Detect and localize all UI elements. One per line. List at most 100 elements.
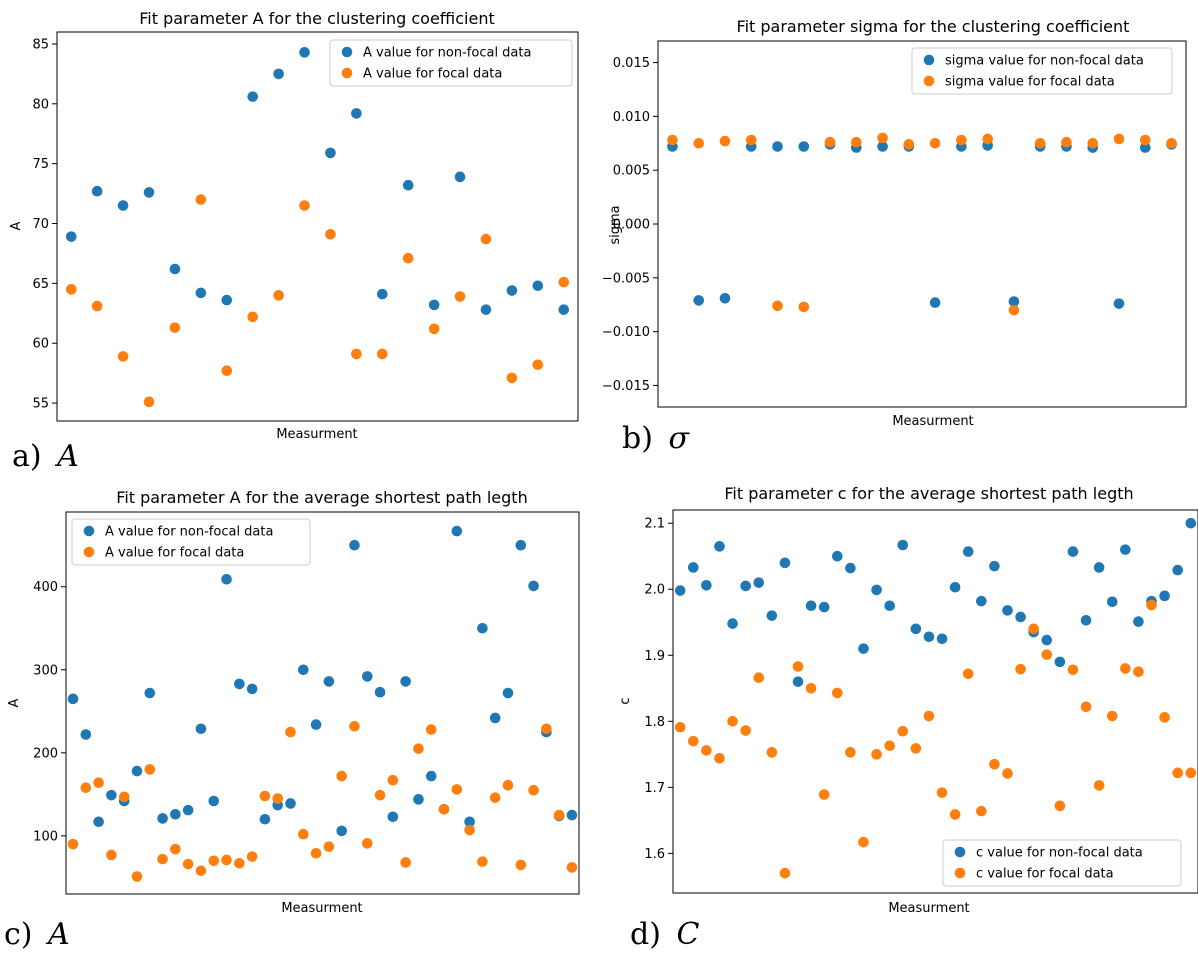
data-point-non-focal bbox=[1133, 616, 1144, 627]
data-point-non-focal bbox=[182, 804, 194, 816]
y-tick-label: 2.1 bbox=[644, 517, 665, 532]
panel-letter: c) bbox=[4, 917, 42, 952]
data-point-non-focal bbox=[976, 595, 987, 607]
data-point-non-focal bbox=[221, 294, 233, 306]
data-point-non-focal bbox=[106, 789, 117, 801]
data-point-non-focal bbox=[273, 68, 284, 80]
data-point-focal bbox=[349, 720, 360, 732]
y-tick-label: 55 bbox=[32, 397, 49, 412]
x-axis-label: Measurment bbox=[276, 427, 357, 442]
data-point-non-focal bbox=[515, 539, 527, 551]
data-point-non-focal bbox=[1159, 590, 1170, 602]
data-point-focal bbox=[982, 133, 993, 145]
data-point-focal bbox=[753, 672, 765, 684]
data-point-focal bbox=[157, 853, 168, 865]
data-point-focal bbox=[949, 809, 961, 820]
chart-title: Fit parameter sigma for the clustering c… bbox=[737, 17, 1130, 36]
y-tick-label: 200 bbox=[33, 746, 58, 761]
data-point-focal bbox=[745, 134, 757, 146]
data-point-non-focal bbox=[962, 546, 974, 557]
data-point-focal bbox=[956, 134, 967, 146]
data-point-focal bbox=[428, 323, 440, 335]
data-point-non-focal bbox=[528, 580, 539, 592]
data-point-focal bbox=[80, 782, 92, 794]
data-point-non-focal bbox=[792, 676, 804, 687]
data-point-non-focal bbox=[727, 618, 738, 629]
data-point-focal bbox=[425, 724, 437, 735]
data-point-focal bbox=[851, 136, 862, 148]
data-point-focal bbox=[480, 233, 492, 245]
y-tick-label: 1.6 bbox=[644, 847, 665, 862]
data-point-non-focal bbox=[1054, 656, 1066, 668]
data-point-non-focal bbox=[208, 795, 220, 807]
data-point-focal bbox=[719, 135, 731, 147]
y-axis-label: A bbox=[9, 221, 24, 230]
data-point-focal bbox=[558, 276, 570, 288]
data-point-focal bbox=[798, 301, 810, 313]
panel-label: b) σ bbox=[622, 421, 690, 456]
data-point-non-focal bbox=[558, 304, 570, 315]
data-point-focal bbox=[454, 291, 466, 302]
panel-letter: d) bbox=[630, 917, 670, 952]
data-point-non-focal bbox=[285, 798, 296, 809]
data-point-focal bbox=[858, 836, 869, 848]
y-tick-label: 65 bbox=[32, 277, 49, 292]
data-point-focal bbox=[106, 849, 117, 861]
panel-label: c) A bbox=[4, 917, 70, 952]
legend-label: c value for non-focal data bbox=[976, 846, 1143, 861]
y-tick-label: −0.015 bbox=[602, 379, 650, 394]
y-tick-label: 0.005 bbox=[613, 164, 650, 179]
data-point-focal bbox=[871, 749, 882, 760]
data-point-non-focal bbox=[929, 297, 941, 308]
chart-panel-d: 1.6 1.7 1.8 1.9 2.0 2.1 Fit parameter c for th… bbox=[618, 484, 1198, 952]
data-point-non-focal bbox=[1139, 142, 1151, 153]
data-point-non-focal bbox=[221, 573, 232, 585]
data-point-non-focal bbox=[170, 808, 181, 820]
data-point-focal bbox=[687, 735, 699, 747]
data-point-focal bbox=[989, 758, 1000, 770]
data-point-focal bbox=[1087, 137, 1099, 149]
data-point-non-focal bbox=[949, 581, 961, 593]
data-point-non-focal bbox=[1113, 298, 1125, 309]
data-point-focal bbox=[1080, 701, 1092, 713]
data-point-focal bbox=[1041, 649, 1053, 660]
data-point-non-focal bbox=[1008, 296, 1020, 307]
data-point-focal bbox=[93, 777, 104, 789]
x-axis-label: Measurment bbox=[281, 901, 362, 916]
plot-area bbox=[672, 509, 1198, 894]
chart-title: Fit parameter c for the average shortest… bbox=[724, 484, 1133, 503]
data-point-focal bbox=[528, 784, 539, 796]
data-point-non-focal bbox=[1041, 634, 1053, 646]
data-point-non-focal bbox=[67, 693, 79, 705]
data-point-focal bbox=[361, 838, 373, 849]
data-point-focal bbox=[234, 857, 245, 869]
y-tick-label: 400 bbox=[33, 580, 58, 595]
data-point-non-focal bbox=[897, 539, 909, 551]
panel-symbol: A bbox=[45, 917, 70, 952]
y-tick-label: 0.015 bbox=[613, 56, 650, 71]
data-point-non-focal bbox=[169, 263, 181, 275]
legend-marker bbox=[83, 546, 95, 558]
data-point-non-focal bbox=[80, 729, 92, 740]
panel-symbol: σ bbox=[668, 421, 690, 456]
data-point-non-focal bbox=[532, 280, 544, 292]
data-point-non-focal bbox=[701, 579, 712, 591]
y-tick-label: 1.9 bbox=[644, 649, 665, 664]
y-tick-label: 300 bbox=[33, 663, 58, 678]
data-point-focal bbox=[701, 745, 712, 756]
data-point-focal bbox=[727, 716, 738, 727]
chart-title: Fit parameter A for the clustering coeff… bbox=[139, 9, 495, 28]
data-point-non-focal bbox=[489, 712, 501, 724]
data-point-focal bbox=[118, 791, 130, 803]
data-point-focal bbox=[897, 725, 909, 737]
data-point-focal bbox=[273, 290, 284, 301]
data-point-non-focal bbox=[989, 560, 1000, 572]
data-point-non-focal bbox=[323, 676, 335, 687]
data-point-non-focal bbox=[714, 541, 725, 552]
y-tick-label: 0.000 bbox=[613, 218, 650, 233]
data-point-non-focal bbox=[195, 723, 207, 735]
data-point-non-focal bbox=[832, 550, 843, 562]
data-point-non-focal bbox=[858, 643, 869, 654]
data-point-non-focal bbox=[923, 631, 935, 643]
